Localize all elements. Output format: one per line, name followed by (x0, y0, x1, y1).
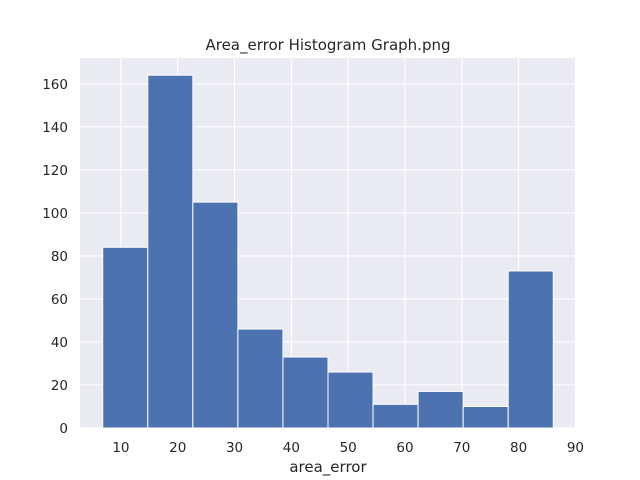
y-tick-label: 60 (51, 292, 68, 308)
y-tick-label: 20 (51, 378, 68, 394)
x-tick-label: 30 (226, 440, 243, 456)
y-tick-label: 160 (42, 77, 68, 93)
y-tick-label: 80 (51, 249, 68, 265)
x-tick-label: 90 (567, 440, 584, 456)
x-axis-label: area_error (289, 458, 367, 477)
histogram-bar (102, 246, 149, 429)
x-tick-label: 10 (112, 440, 129, 456)
histogram-bar (417, 390, 464, 429)
y-tick-label: 40 (51, 335, 68, 351)
histogram-bar (327, 371, 374, 429)
y-tick-labels: 0 20 40 60 80 100 120 140 160 (42, 77, 68, 437)
histogram-bar (462, 405, 509, 429)
y-tick-label: 100 (42, 206, 68, 222)
chart-title: Area_error Histogram Graph.png (205, 36, 450, 55)
x-tick-label: 70 (453, 440, 470, 456)
histogram-bar (372, 403, 419, 429)
x-tick-label: 60 (396, 440, 413, 456)
y-tick-label: 0 (59, 421, 68, 437)
bars (102, 74, 554, 429)
histogram-bar (192, 201, 239, 429)
y-tick-label: 120 (42, 163, 68, 179)
x-tick-label: 40 (283, 440, 300, 456)
histogram-bar (147, 74, 194, 429)
x-tick-label: 50 (340, 440, 357, 456)
histogram-bar (237, 328, 284, 429)
histogram-bar (507, 270, 554, 429)
x-tick-labels: 10 20 30 40 50 60 70 80 90 (112, 440, 584, 456)
x-tick-label: 20 (169, 440, 186, 456)
histogram-bar (282, 356, 329, 429)
y-tick-label: 140 (42, 120, 68, 136)
x-tick-label: 80 (510, 440, 527, 456)
